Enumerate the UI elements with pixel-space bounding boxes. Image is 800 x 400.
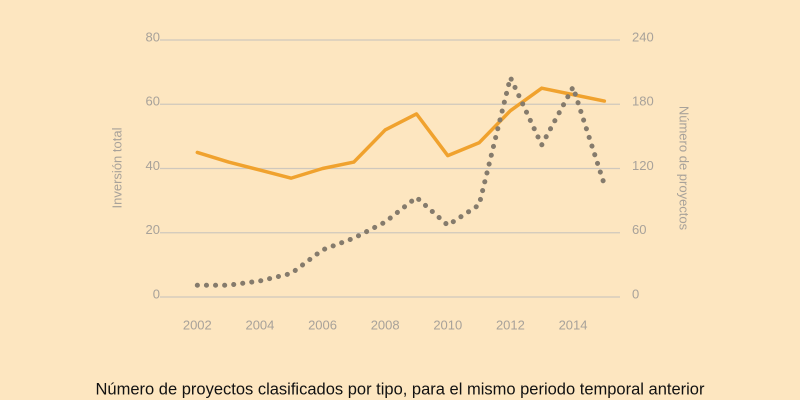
series-line (195, 86, 607, 180)
y2-tick-label: 180 (632, 94, 654, 109)
y2-tick-label: 60 (632, 222, 646, 237)
y2-tick-label: 120 (632, 158, 654, 173)
y2-axis-label: Número de proyectos (677, 106, 692, 231)
y2-tick-label: 0 (632, 286, 639, 301)
y-axis-label: Inversión total (109, 127, 124, 208)
x-tick-label: 2014 (559, 317, 588, 332)
y-tick-label: 80 (146, 29, 160, 44)
x-tick-label: 2002 (183, 317, 212, 332)
x-tick-label: 2010 (433, 317, 462, 332)
x-tick-label: 2008 (371, 317, 400, 332)
x-tick-label: 2006 (308, 317, 337, 332)
x-tick-label: 2012 (496, 317, 525, 332)
series-line (194, 74, 607, 288)
y-tick-label: 20 (146, 222, 160, 237)
x-tick-label: 2004 (245, 317, 274, 332)
chart-title: Número de proyectos clasificados por tip… (96, 380, 705, 398)
y-tick-label: 40 (146, 158, 160, 173)
y-tick-label: 60 (146, 94, 160, 109)
y-tick-label: 0 (153, 286, 160, 301)
y2-tick-label: 240 (632, 29, 654, 44)
